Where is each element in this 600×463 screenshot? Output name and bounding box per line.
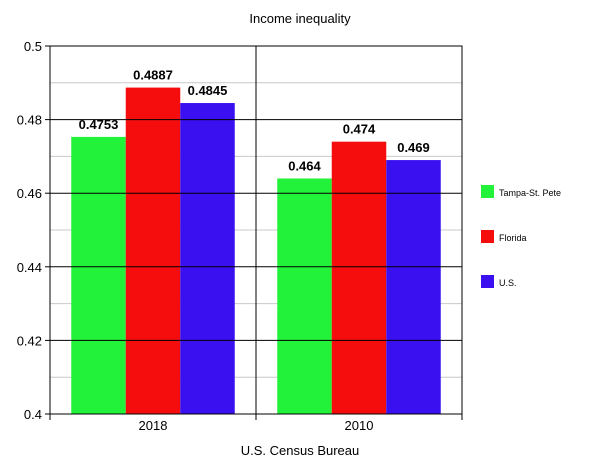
chart-title: Income inequality bbox=[249, 11, 351, 26]
legend-swatch bbox=[481, 275, 494, 288]
y-tick-label: 0.48 bbox=[17, 113, 42, 128]
data-label: 0.464 bbox=[288, 158, 321, 173]
y-tick-label: 0.46 bbox=[17, 186, 42, 201]
data-label: 0.4845 bbox=[188, 83, 228, 98]
data-label: 0.474 bbox=[343, 122, 376, 137]
y-tick-label: 0.4 bbox=[24, 407, 42, 422]
data-label: 0.469 bbox=[397, 140, 430, 155]
x-axis-ticks: 2018 2010 bbox=[49, 414, 463, 433]
legend-swatch bbox=[481, 185, 494, 198]
x-tick-label: 2018 bbox=[139, 418, 168, 433]
legend-swatch bbox=[481, 230, 494, 243]
data-label: 0.4753 bbox=[79, 117, 119, 132]
data-label: 0.4887 bbox=[133, 68, 173, 83]
legend-label: U.S. bbox=[499, 278, 517, 288]
legend-label: Florida bbox=[499, 233, 527, 243]
bar bbox=[331, 141, 387, 414]
plot-frame bbox=[49, 45, 463, 420]
data-labels: 0.4753 0.464 0.4887 0.474 0.4845 0.469 bbox=[79, 68, 430, 174]
y-tick-label: 0.44 bbox=[17, 260, 42, 275]
legend-label: Tampa-St. Pete bbox=[499, 188, 561, 198]
y-axis-ticks: 0.4 0.42 0.44 0.46 0.48 0.5 bbox=[17, 39, 50, 422]
y-tick-label: 0.42 bbox=[17, 333, 42, 348]
bar bbox=[180, 103, 235, 414]
x-axis-title: U.S. Census Bureau bbox=[241, 443, 360, 458]
bars bbox=[71, 87, 441, 415]
y-tick-label: 0.5 bbox=[24, 39, 42, 54]
bar bbox=[386, 160, 441, 414]
bar bbox=[71, 136, 126, 414]
bar bbox=[277, 178, 332, 414]
legend: Tampa-St. Pete Florida U.S. bbox=[481, 185, 561, 288]
bar bbox=[125, 87, 181, 415]
x-tick-label: 2010 bbox=[345, 418, 374, 433]
